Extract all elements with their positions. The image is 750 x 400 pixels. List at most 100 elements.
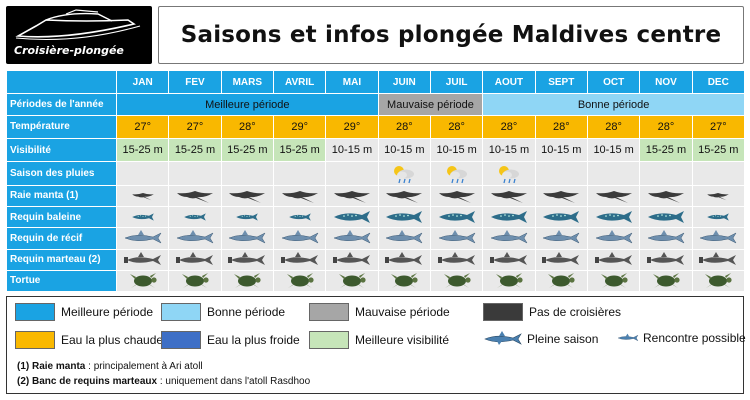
- hammerhead-shark-icon: [228, 251, 266, 265]
- whaleshark-row: Requin baleine: [6, 205, 745, 229]
- legend: Meilleure période Bonne période Mauvaise…: [6, 296, 746, 394]
- legend-swatch: [161, 303, 201, 321]
- hammer-cell: [482, 248, 536, 271]
- temperature-cell: 28°: [639, 114, 693, 140]
- visibility-cell: 10-15 m: [325, 137, 379, 163]
- turtle-label: Tortue: [6, 269, 117, 293]
- reefshark-cell: [691, 227, 745, 250]
- whaleshark-cell: [482, 205, 536, 229]
- whale-shark-icon: [707, 213, 730, 221]
- hammer-cell: [325, 248, 379, 271]
- whaleshark-cell: [639, 205, 693, 229]
- visibility-cell: 15-25 m: [272, 137, 327, 163]
- whale-shark-icon: [288, 213, 311, 221]
- reefshark-cell: [429, 227, 484, 250]
- hammer-label: Requin marteau (2): [6, 248, 117, 271]
- manta-ray-icon: [543, 190, 580, 203]
- turtle-icon: [338, 272, 366, 288]
- month-header: JUIL: [429, 69, 484, 95]
- temperature-cell: 28°: [377, 114, 431, 140]
- hammerhead-shark-icon: [123, 251, 161, 265]
- whale-shark-icon: [333, 211, 370, 224]
- hammerhead-shark-icon: [280, 251, 318, 265]
- reefshark-cell: [325, 227, 379, 250]
- note-hammer: (2) Banc de requins marteaux : uniquemen…: [17, 376, 310, 387]
- turtle-icon: [234, 272, 261, 288]
- whaleshark-cell: [586, 205, 641, 229]
- turtle-row: Tortue: [6, 269, 745, 293]
- manta-cell: [168, 184, 222, 208]
- month-header: AVRIL: [272, 69, 327, 95]
- whale-shark-icon: [438, 211, 475, 224]
- reefshark-cell: [482, 227, 536, 250]
- turtle-cell: [325, 269, 379, 293]
- month-header: AOUT: [482, 69, 536, 95]
- reefshark-cell: [534, 227, 588, 250]
- visibility-row: Visibilité 15-25 m 15-25 m 15-25 m 15-25 m 10…: [6, 137, 745, 163]
- reefshark-label: Requin de récif: [6, 227, 117, 250]
- turtle-cell: [377, 269, 431, 293]
- temperature-cell: 28°: [482, 114, 536, 140]
- temperature-cell: 28°: [586, 114, 641, 140]
- reefshark-cell: [115, 227, 170, 250]
- reef-shark-icon: [594, 230, 633, 244]
- month-header: SEPT: [534, 69, 588, 95]
- legend-warm: Eau la plus chaude: [15, 331, 163, 349]
- turtle-icon: [548, 272, 575, 288]
- month-header: DEC: [691, 69, 745, 95]
- period-segment: Meilleure période: [116, 93, 379, 116]
- reefshark-cell: [168, 227, 222, 250]
- manta-cell: [429, 184, 484, 208]
- rain-cloud-icon: [394, 165, 415, 183]
- rain-cloud-icon: [498, 165, 519, 183]
- manta-ray-icon: [490, 190, 527, 203]
- manta-cell: [325, 184, 379, 208]
- visibility-label: Visibilité: [6, 137, 117, 163]
- hammerhead-shark-icon: [542, 251, 580, 265]
- manta-cell: [639, 184, 693, 208]
- rain-cell: [220, 161, 274, 186]
- legend-swatch: [309, 303, 349, 321]
- rain-cell: [325, 161, 379, 186]
- visibility-cell: 10-15 m: [482, 137, 536, 163]
- reefshark-cell: [272, 227, 327, 250]
- temperature-cell: 28°: [534, 114, 588, 140]
- temperature-cell: 27°: [691, 114, 745, 140]
- legend-label: Mauvaise période: [355, 305, 450, 319]
- turtle-icon: [600, 272, 628, 288]
- rain-cloud-icon: [446, 165, 467, 183]
- manta-ray-icon: [386, 190, 423, 203]
- temperature-row: Température 27° 27° 28° 29° 29° 28° 28° 28° 28° 28…: [6, 114, 745, 140]
- manta-cell: [691, 184, 745, 208]
- whale-shark-icon: [386, 211, 423, 224]
- hammerhead-shark-icon: [175, 251, 213, 265]
- note-bold: (1) Raie manta: [17, 361, 86, 372]
- rain-cell: [534, 161, 588, 186]
- temperature-cell: 28°: [220, 114, 274, 140]
- reef-shark-icon: [176, 230, 214, 244]
- rain-cell: [272, 161, 327, 186]
- manta-cell: [586, 184, 641, 208]
- legend-possible: Rencontre possible: [617, 331, 746, 345]
- reefshark-cell: [586, 227, 641, 250]
- hammer-cell: [586, 248, 641, 271]
- rain-cell: [482, 161, 536, 186]
- whaleshark-label: Requin baleine: [6, 205, 117, 229]
- manta-ray-icon: [333, 190, 370, 203]
- hammer-cell: [691, 248, 745, 271]
- reef-shark-icon: [542, 230, 580, 244]
- legend-no-cruise: Pas de croisières: [483, 303, 621, 321]
- rain-cell: [168, 161, 222, 186]
- title-box: Saisons et infos plongée Maldives centre: [158, 6, 744, 64]
- manta-cell: [272, 184, 327, 208]
- whale-shark-icon: [131, 213, 154, 221]
- turtle-icon: [705, 272, 732, 288]
- note-text: : uniquement dans l'atoll Rasdhoo: [157, 376, 311, 387]
- manta-ray-icon: [131, 192, 154, 201]
- legend-label: Eau la plus chaude: [61, 333, 164, 347]
- manta-ray-icon: [438, 190, 475, 203]
- note-bold: (2) Banc de requins marteaux: [17, 376, 158, 387]
- month-header: MAI: [325, 69, 379, 95]
- legend-swatch: [309, 331, 349, 349]
- legend-swatch: [15, 331, 55, 349]
